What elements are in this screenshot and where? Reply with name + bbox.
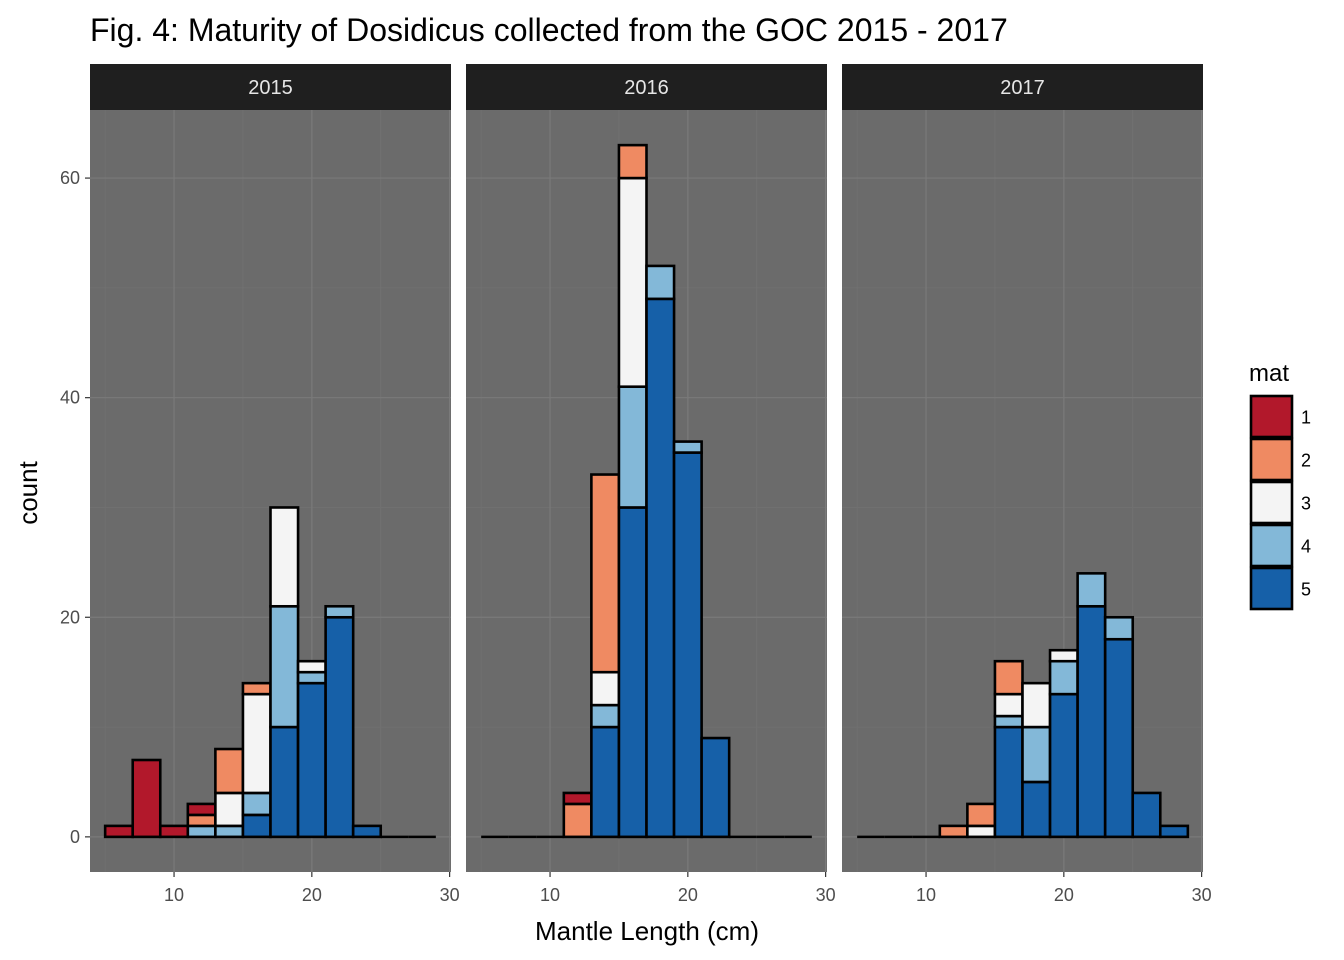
x-tick-label: 10 bbox=[164, 885, 184, 905]
legend-label: 2 bbox=[1301, 451, 1311, 471]
facet-strip-label: 2015 bbox=[248, 77, 293, 99]
bar-segment-mat-4 bbox=[645, 264, 676, 301]
legend-key-mat-4 bbox=[1249, 523, 1294, 568]
x-tick-label: 10 bbox=[540, 885, 560, 905]
bar-segment-mat-5 bbox=[296, 681, 327, 839]
facet-strip-label: 2017 bbox=[1000, 77, 1045, 99]
bar-segment-mat-4 bbox=[617, 385, 648, 509]
bar-segment-mat-5 bbox=[700, 736, 731, 839]
bar-segment-mat-3 bbox=[241, 692, 272, 795]
bar-segment-mat-3 bbox=[214, 791, 245, 828]
bar-segment-mat-4 bbox=[324, 604, 355, 619]
bar-segment-mat-3 bbox=[966, 824, 997, 839]
y-axis-label: count bbox=[13, 460, 43, 524]
bar-segment-mat-1 bbox=[186, 802, 217, 817]
x-tick-label: 20 bbox=[1054, 885, 1074, 905]
facet-strip-label: 2016 bbox=[624, 77, 669, 99]
x-axis-label: Mantle Length (cm) bbox=[535, 916, 759, 946]
bar-segment-mat-5 bbox=[269, 725, 300, 839]
facet-strip bbox=[842, 64, 1203, 110]
bar-segment-mat-5 bbox=[1076, 604, 1107, 839]
facet-panel-2015: 2015 10 20 30 bbox=[90, 64, 460, 905]
bar-segment-mat-3 bbox=[1021, 681, 1052, 729]
x-tick-label: 30 bbox=[440, 885, 460, 905]
bar-segment-mat-2 bbox=[186, 813, 217, 828]
chart-title: Fig. 4: Maturity of Dosidicus collected … bbox=[90, 12, 1008, 48]
y-tick-label: 0 bbox=[70, 827, 80, 847]
facet-panel-2016: 2016 10 20 30 bbox=[466, 64, 836, 905]
bar-segment-mat-4 bbox=[1021, 725, 1052, 784]
bar-segment-mat-1 bbox=[103, 824, 135, 839]
facet-panel-2017: 2017 10 20 30 bbox=[842, 64, 1212, 905]
bar-segment-mat-5 bbox=[993, 725, 1024, 839]
bar-segment-mat-2 bbox=[590, 473, 621, 674]
legend-label: 1 bbox=[1301, 408, 1311, 428]
legend: mat 1 2 3 4 5 bbox=[1249, 360, 1311, 611]
bar-segment-mat-3 bbox=[296, 659, 327, 674]
bars-2017 bbox=[857, 572, 1190, 839]
legend-label: 5 bbox=[1301, 580, 1311, 600]
y-tick-label: 60 bbox=[60, 168, 80, 188]
bar-segment-mat-3 bbox=[590, 670, 621, 707]
bar-segment-mat-4 bbox=[590, 703, 621, 729]
bar-segment-mat-4 bbox=[214, 824, 245, 839]
legend-key-mat-1 bbox=[1249, 394, 1294, 439]
x-tick-label: 30 bbox=[816, 885, 836, 905]
bar-segment-mat-3 bbox=[993, 692, 1024, 718]
bar-segment-mat-5 bbox=[241, 813, 272, 839]
bar-segment-mat-1 bbox=[158, 824, 190, 839]
bar-segment-mat-4 bbox=[1103, 615, 1135, 641]
bar-segment-mat-4 bbox=[186, 824, 217, 839]
bar-segment-mat-5 bbox=[1021, 780, 1052, 839]
y-tick-label: 40 bbox=[60, 388, 80, 408]
facet-strip bbox=[90, 64, 451, 110]
bar-segment-mat-4 bbox=[1048, 659, 1079, 696]
bars-2015 bbox=[103, 506, 436, 839]
bar-segment-mat-2 bbox=[938, 824, 969, 839]
bar-segment-mat-2 bbox=[993, 659, 1024, 696]
legend-label: 3 bbox=[1301, 494, 1311, 514]
bar-segment-mat-5 bbox=[1048, 692, 1079, 839]
x-tick-label: 20 bbox=[302, 885, 322, 905]
bar-segment-mat-2 bbox=[562, 802, 593, 839]
bar-segment-mat-4 bbox=[269, 604, 300, 729]
bar-segment-mat-5 bbox=[645, 297, 676, 839]
legend-title: mat bbox=[1249, 360, 1289, 387]
bar-segment-mat-4 bbox=[672, 440, 703, 454]
y-axis: 0 20 40 60 bbox=[60, 168, 90, 847]
facet-strip bbox=[466, 64, 827, 110]
legend-label: 4 bbox=[1301, 537, 1311, 557]
x-tick-label: 10 bbox=[916, 885, 936, 905]
bar-segment-mat-2 bbox=[617, 143, 648, 180]
bar-segment-mat-4 bbox=[1076, 572, 1107, 608]
bar-segment-mat-5 bbox=[1158, 824, 1190, 839]
bar-segment-mat-3 bbox=[617, 176, 648, 388]
legend-key-mat-5 bbox=[1249, 566, 1294, 611]
bar-segment-mat-5 bbox=[672, 451, 703, 839]
bars-2016 bbox=[481, 143, 812, 839]
x-tick-label: 30 bbox=[1192, 885, 1212, 905]
bar-segment-mat-4 bbox=[296, 670, 327, 685]
bar-segment-mat-2 bbox=[214, 747, 245, 795]
bar-segment-mat-1 bbox=[562, 791, 593, 806]
bar-segment-mat-5 bbox=[351, 824, 383, 839]
bar-segment-mat-3 bbox=[269, 506, 300, 608]
bar-segment-mat-2 bbox=[966, 802, 997, 828]
facet-panels: 2015 10 20 30 2016 10 20 30 2017 10 20 30 bbox=[90, 64, 1212, 905]
legend-key-mat-2 bbox=[1249, 437, 1294, 482]
bar-segment-mat-4 bbox=[241, 791, 272, 817]
bar-segment-mat-3 bbox=[1048, 648, 1079, 663]
bar-segment-mat-4 bbox=[993, 714, 1024, 729]
bar-segment-mat-2 bbox=[241, 681, 272, 696]
x-tick-label: 20 bbox=[678, 885, 698, 905]
bar-segment-mat-5 bbox=[324, 615, 355, 839]
bar-segment-mat-5 bbox=[590, 725, 621, 839]
bar-segment-mat-5 bbox=[617, 506, 648, 839]
bar-segment-mat-1 bbox=[131, 758, 162, 839]
bar-segment-mat-5 bbox=[1103, 637, 1135, 839]
legend-key-mat-3 bbox=[1249, 480, 1294, 525]
y-tick-label: 20 bbox=[60, 607, 80, 627]
bar-segment-mat-5 bbox=[1131, 791, 1162, 839]
